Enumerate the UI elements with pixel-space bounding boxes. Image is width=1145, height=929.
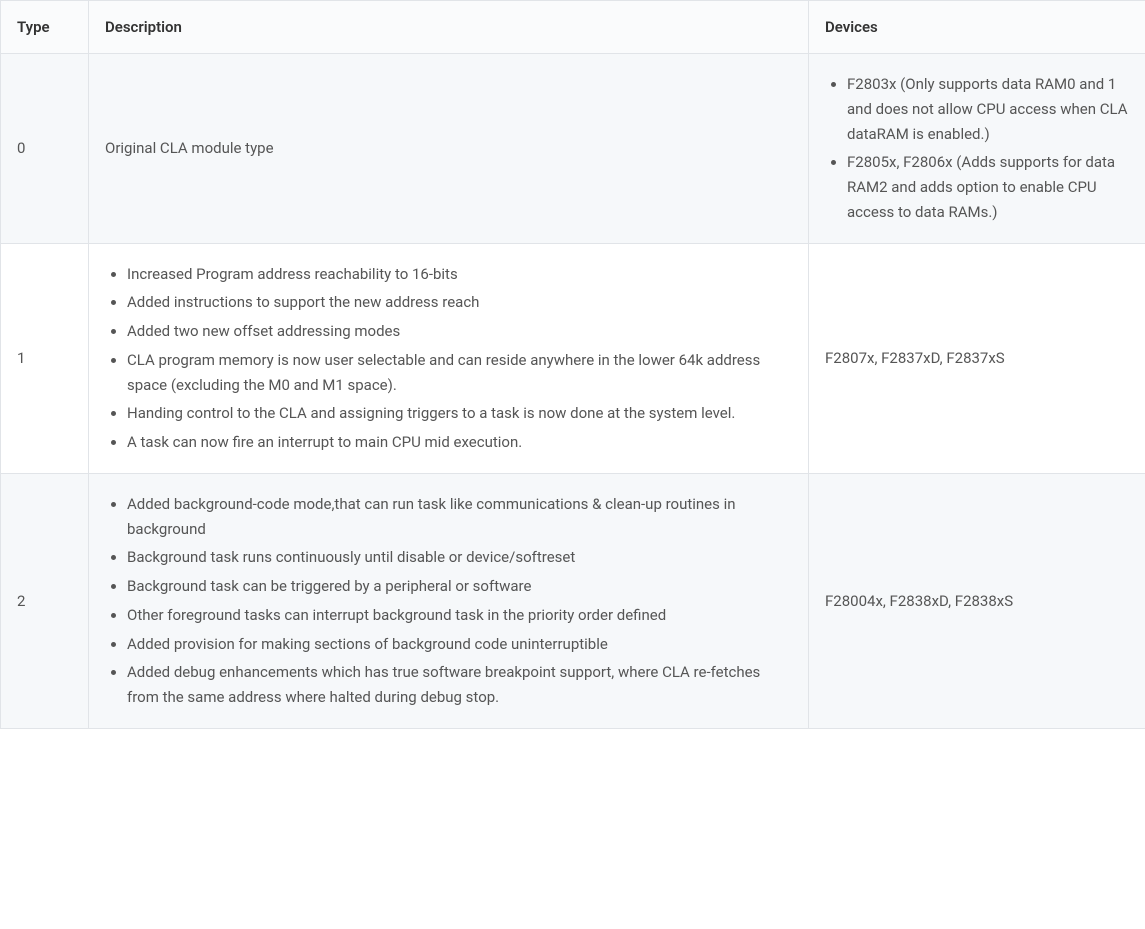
list-item: Other foreground tasks can interrupt bac… (127, 603, 792, 628)
list-item: CLA program memory is now user selectabl… (127, 348, 792, 398)
table-row: 0 Original CLA module type F2803x (Only … (1, 54, 1145, 244)
table-row: 2 Added background-code mode,that can ru… (1, 473, 1145, 728)
devices-text: F28004x, F2838xD, F2838xS (825, 592, 1013, 610)
table-row: 1 Increased Program address reachability… (1, 243, 1145, 473)
list-item: Added provision for making sections of b… (127, 632, 792, 657)
type-cell: 1 (1, 243, 89, 473)
devices-cell: F28004x, F2838xD, F2838xS (809, 473, 1145, 728)
list-item: Added instructions to support the new ad… (127, 290, 792, 315)
description-text: Original CLA module type (105, 139, 274, 157)
devices-text: F2807x, F2837xD, F2837xS (825, 349, 1005, 367)
header-devices: Devices (809, 1, 1145, 54)
list-item: Background task runs continuously until … (127, 545, 792, 570)
header-description: Description (89, 1, 809, 54)
list-item: Added debug enhancements which has true … (127, 660, 792, 710)
list-item: F2805x, F2806x (Adds supports for data R… (847, 150, 1129, 224)
list-item: Background task can be triggered by a pe… (127, 574, 792, 599)
list-item: Handing control to the CLA and assigning… (127, 401, 792, 426)
list-item: Added two new offset addressing modes (127, 319, 792, 344)
type-cell: 0 (1, 54, 89, 244)
description-list: Increased Program address reachability t… (105, 262, 792, 455)
list-item: Increased Program address reachability t… (127, 262, 792, 287)
list-item: F2803x (Only supports data RAM0 and 1 an… (847, 72, 1129, 146)
header-type: Type (1, 1, 89, 54)
devices-list: F2803x (Only supports data RAM0 and 1 an… (825, 72, 1129, 225)
cla-types-table: Type Description Devices 0 Original CLA … (0, 0, 1145, 729)
type-cell: 2 (1, 473, 89, 728)
devices-cell: F2807x, F2837xD, F2837xS (809, 243, 1145, 473)
table-header-row: Type Description Devices (1, 1, 1145, 54)
description-cell: Original CLA module type (89, 54, 809, 244)
list-item: A task can now fire an interrupt to main… (127, 430, 792, 455)
devices-cell: F2803x (Only supports data RAM0 and 1 an… (809, 54, 1145, 244)
description-list: Added background-code mode,that can run … (105, 492, 792, 710)
description-cell: Increased Program address reachability t… (89, 243, 809, 473)
list-item: Added background-code mode,that can run … (127, 492, 792, 542)
description-cell: Added background-code mode,that can run … (89, 473, 809, 728)
